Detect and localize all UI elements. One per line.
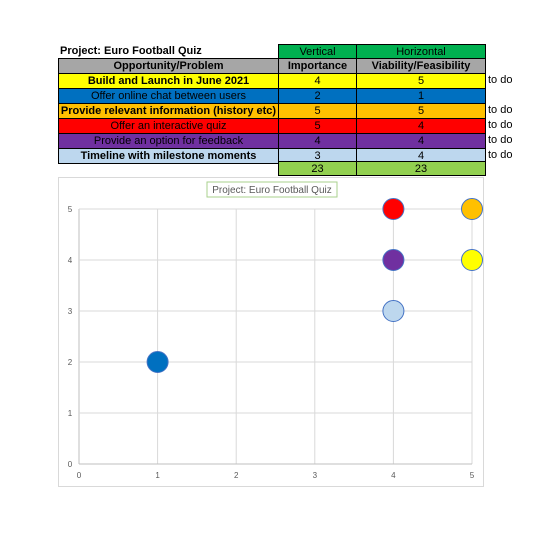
scatter-point[interactable] — [383, 301, 404, 322]
viability-cell[interactable]: 5 — [356, 73, 486, 89]
importance-cell[interactable]: 5 — [278, 118, 357, 134]
x-tick-label: 4 — [391, 471, 396, 480]
viability-cell[interactable]: 4 — [356, 118, 486, 134]
problem-cell[interactable]: Provide relevant information (history et… — [58, 103, 279, 119]
x-tick-label: 5 — [470, 471, 475, 480]
viability-total-cell[interactable]: 23 — [356, 161, 486, 176]
importance-cell[interactable]: 5 — [278, 103, 357, 119]
y-tick-label: 3 — [68, 307, 73, 316]
viability-cell[interactable]: 4 — [356, 133, 486, 149]
y-tick-label: 2 — [68, 358, 73, 367]
y-tick-label: 0 — [68, 460, 73, 469]
x-tick-label: 0 — [77, 471, 82, 480]
scatter-chart[interactable]: 0 1 2 3 4 5 0 1 2 3 4 5 Project: Euro Football Quiz — [58, 177, 484, 487]
vertical-header-cell[interactable]: Vertical — [278, 44, 357, 59]
viability-column-header[interactable]: Viability/Feasibility — [356, 58, 486, 74]
viability-cell[interactable]: 1 — [356, 88, 486, 104]
y-tick-label: 4 — [68, 256, 73, 265]
importance-total-cell[interactable]: 23 — [278, 161, 357, 176]
problem-cell[interactable]: Provide an option for feedback — [58, 133, 279, 149]
chart-title: Project: Euro Football Quiz — [212, 185, 332, 196]
y-tick-label: 1 — [68, 409, 73, 418]
problem-cell[interactable]: Timeline with milestone moments — [58, 148, 279, 164]
importance-column-header[interactable]: Importance — [278, 58, 357, 74]
y-tick-label: 5 — [68, 205, 73, 214]
x-tick-label: 2 — [234, 471, 239, 480]
importance-cell[interactable]: 2 — [278, 88, 357, 104]
horizontal-header-cell[interactable]: Horizontal — [356, 44, 486, 59]
x-tick-label: 3 — [313, 471, 318, 480]
problem-column-header[interactable]: Opportunity/Problem — [58, 58, 279, 74]
scatter-point[interactable] — [147, 352, 168, 373]
problem-cell[interactable]: Offer online chat between users — [58, 88, 279, 104]
viability-cell[interactable]: 5 — [356, 103, 486, 119]
importance-cell[interactable]: 4 — [278, 73, 357, 89]
x-tick-label: 1 — [155, 471, 160, 480]
problem-cell[interactable]: Build and Launch in June 2021 — [58, 73, 279, 89]
status-note[interactable]: to do — [488, 148, 512, 163]
scatter-point[interactable] — [462, 250, 483, 271]
chart-plot-area: 0 1 2 3 4 5 0 1 2 3 4 5 Project: Euro Football Quiz — [59, 178, 485, 488]
status-note[interactable]: to do — [488, 118, 512, 133]
status-note[interactable]: to do — [488, 103, 512, 118]
status-note[interactable]: to do — [488, 133, 512, 148]
scatter-point[interactable] — [383, 250, 404, 271]
scatter-point[interactable] — [383, 199, 404, 220]
importance-cell[interactable]: 4 — [278, 133, 357, 149]
scatter-point[interactable] — [462, 199, 483, 220]
problem-cell[interactable]: Offer an interactive quiz — [58, 118, 279, 134]
status-note[interactable]: to do — [488, 73, 512, 88]
project-title-cell[interactable]: Project: Euro Football Quiz — [58, 44, 278, 59]
